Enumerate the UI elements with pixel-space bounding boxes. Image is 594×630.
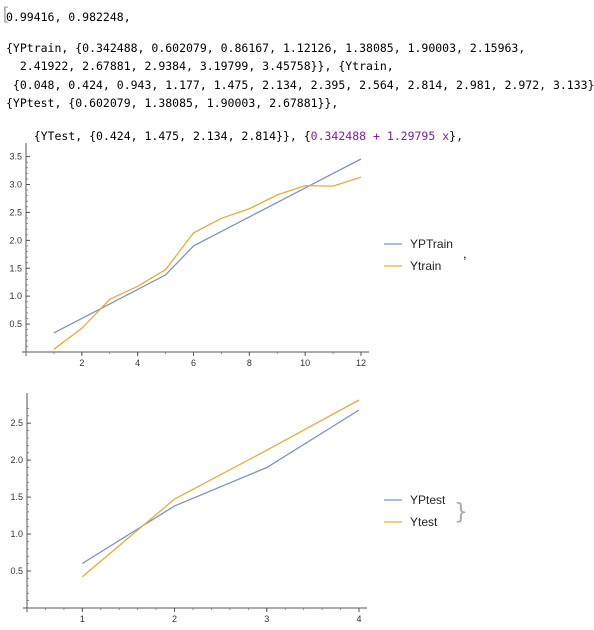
chart2-y-tick-label: 0.5 bbox=[10, 566, 23, 576]
chart2-y-tick-label: 2.5 bbox=[10, 418, 23, 428]
chart1-series-ytrain-line bbox=[53, 176, 362, 350]
chart2-series-ytest-line bbox=[81, 399, 360, 578]
chart2-legend-label-ytest: Ytest bbox=[410, 515, 438, 529]
chart1-y-tick-label: 0.5 bbox=[9, 319, 22, 329]
chart1-y-tick-label: 3.5 bbox=[9, 152, 22, 162]
list-separator-comma: , bbox=[463, 246, 467, 261]
chart2-y-tick-label: 1.0 bbox=[10, 529, 23, 539]
chart1-x-tick-label: 4 bbox=[135, 358, 140, 368]
output-line-3: 2.41922, 2.67881, 2.9384, 3.19799, 3.457… bbox=[6, 59, 394, 73]
chart2-y-tick-label: 2.0 bbox=[10, 455, 23, 465]
chart2-x-tick-label: 1 bbox=[80, 614, 85, 624]
opening-bracket: [ bbox=[0, 4, 11, 25]
chart1-legend-label-ytrain: Ytrain bbox=[410, 259, 441, 273]
chart1-x-tick-label: 6 bbox=[191, 358, 196, 368]
chart2-y-tick-label: 1.5 bbox=[10, 492, 23, 502]
output-line-2: {YPtrain, {0.342488, 0.602079, 0.86167, … bbox=[6, 41, 526, 55]
chart1-x-tick-label: 2 bbox=[79, 358, 84, 368]
chart1-x-tick-label: 12 bbox=[356, 358, 366, 368]
chart1-y-tick-label: 1.0 bbox=[9, 291, 22, 301]
chart1-y-tick-label: 2.5 bbox=[9, 207, 22, 217]
chart1-series-yptrain-line bbox=[53, 158, 362, 334]
closing-brace: } bbox=[454, 500, 468, 525]
output-line-6: {YTest, {0.424, 1.475, 2.134, 2.814}}, {… bbox=[6, 115, 463, 157]
train-chart: 0.5 1.0 1.5 2.0 2.5 3.0 3.5 2 4 6 8 10 12 YPTrain Ytra… bbox=[9, 143, 453, 368]
chart2-series-yptest-line bbox=[81, 409, 360, 565]
test-chart: 0.5 1.0 1.5 2.0 2.5 1 2 3 4 YPtest Ytest bbox=[10, 393, 446, 624]
chart2-legend-label-yptest: YPtest bbox=[410, 493, 446, 507]
ytest-list-text: {YTest, {0.424, 1.475, 2.134, 2.814}}, { bbox=[33, 129, 311, 143]
chart1-legend-label-yptrain: YPTrain bbox=[410, 237, 453, 251]
chart1-y-tick-label: 3.0 bbox=[9, 180, 22, 190]
chart2-x-tick-label: 4 bbox=[356, 614, 361, 624]
output-line-4: {0.048, 0.424, 0.943, 1.177, 1.475, 2.13… bbox=[6, 78, 594, 92]
line6-tail-text: }, bbox=[449, 129, 463, 143]
chart1-y-tick-label: 2.0 bbox=[9, 235, 22, 245]
chart2-x-tick-label: 3 bbox=[264, 614, 269, 624]
output-line-1: 0.99416, 0.982248, bbox=[6, 10, 131, 24]
chart1-y-tick-label: 1.5 bbox=[9, 263, 22, 273]
chart2-x-tick-label: 2 bbox=[172, 614, 177, 624]
fit-function-text: 0.342488 + 1.29795 x bbox=[310, 129, 450, 143]
chart1-x-tick-label: 10 bbox=[300, 358, 310, 368]
chart1-x-tick-label: 8 bbox=[247, 358, 252, 368]
output-line-5: {YPtest, {0.602079, 1.38085, 1.90003, 2.… bbox=[6, 96, 339, 110]
